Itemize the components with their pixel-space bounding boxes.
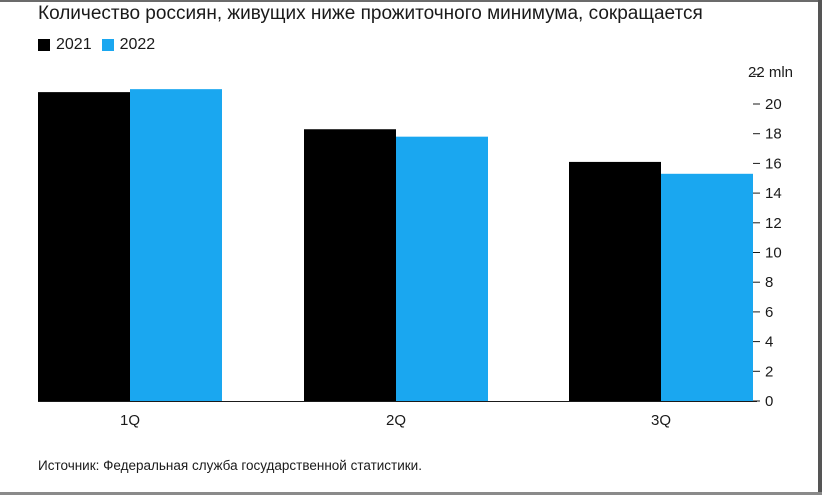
bar-2021-1Q <box>38 92 130 402</box>
legend-label-2021: 2021 <box>56 36 92 53</box>
bar-2021-3Q <box>569 161 661 401</box>
legend-label-2022: 2022 <box>119 36 156 53</box>
source-note: Источник: Федеральная служба государстве… <box>38 458 422 473</box>
x-tick-label-1Q: 1Q <box>120 412 140 429</box>
bar-2021-2Q <box>304 129 396 401</box>
x-tick-label-3Q: 3Q <box>651 412 671 429</box>
bar-2022-1Q <box>130 89 222 402</box>
bar-2022-3Q <box>661 173 753 401</box>
y-tick-label-12: 12 <box>765 215 782 232</box>
y-tick-label-18: 18 <box>765 126 782 143</box>
y-tick-label-6: 6 <box>765 304 773 321</box>
y-tick-label-14: 14 <box>765 185 782 202</box>
y-tick-label-16: 16 <box>765 155 782 172</box>
y-tick-label-8: 8 <box>765 274 773 291</box>
y-tick-label-4: 4 <box>765 334 773 351</box>
legend-swatch-2022 <box>101 39 114 51</box>
window-top-border <box>0 0 822 2</box>
legend-item-2022: 2022 <box>101 36 156 54</box>
y-tick-label-10: 10 <box>765 245 782 262</box>
y-tick-label-0: 0 <box>765 393 773 410</box>
x-tick-label-2Q: 2Q <box>386 412 406 429</box>
chart-legend: 2021 2022 <box>38 36 155 54</box>
window-bottom-border <box>0 492 822 495</box>
legend-item-2021: 2021 <box>38 36 92 54</box>
chart-title: Количество россиян, живущих ниже прожито… <box>38 3 703 24</box>
y-axis-unit-label: 22 mln <box>748 64 794 81</box>
y-tick-label-2: 2 <box>765 363 773 380</box>
legend-swatch-2021 <box>38 39 50 51</box>
bar-2022-2Q <box>396 136 488 402</box>
y-tick-label-20: 20 <box>765 96 782 113</box>
window-right-border <box>818 0 822 495</box>
